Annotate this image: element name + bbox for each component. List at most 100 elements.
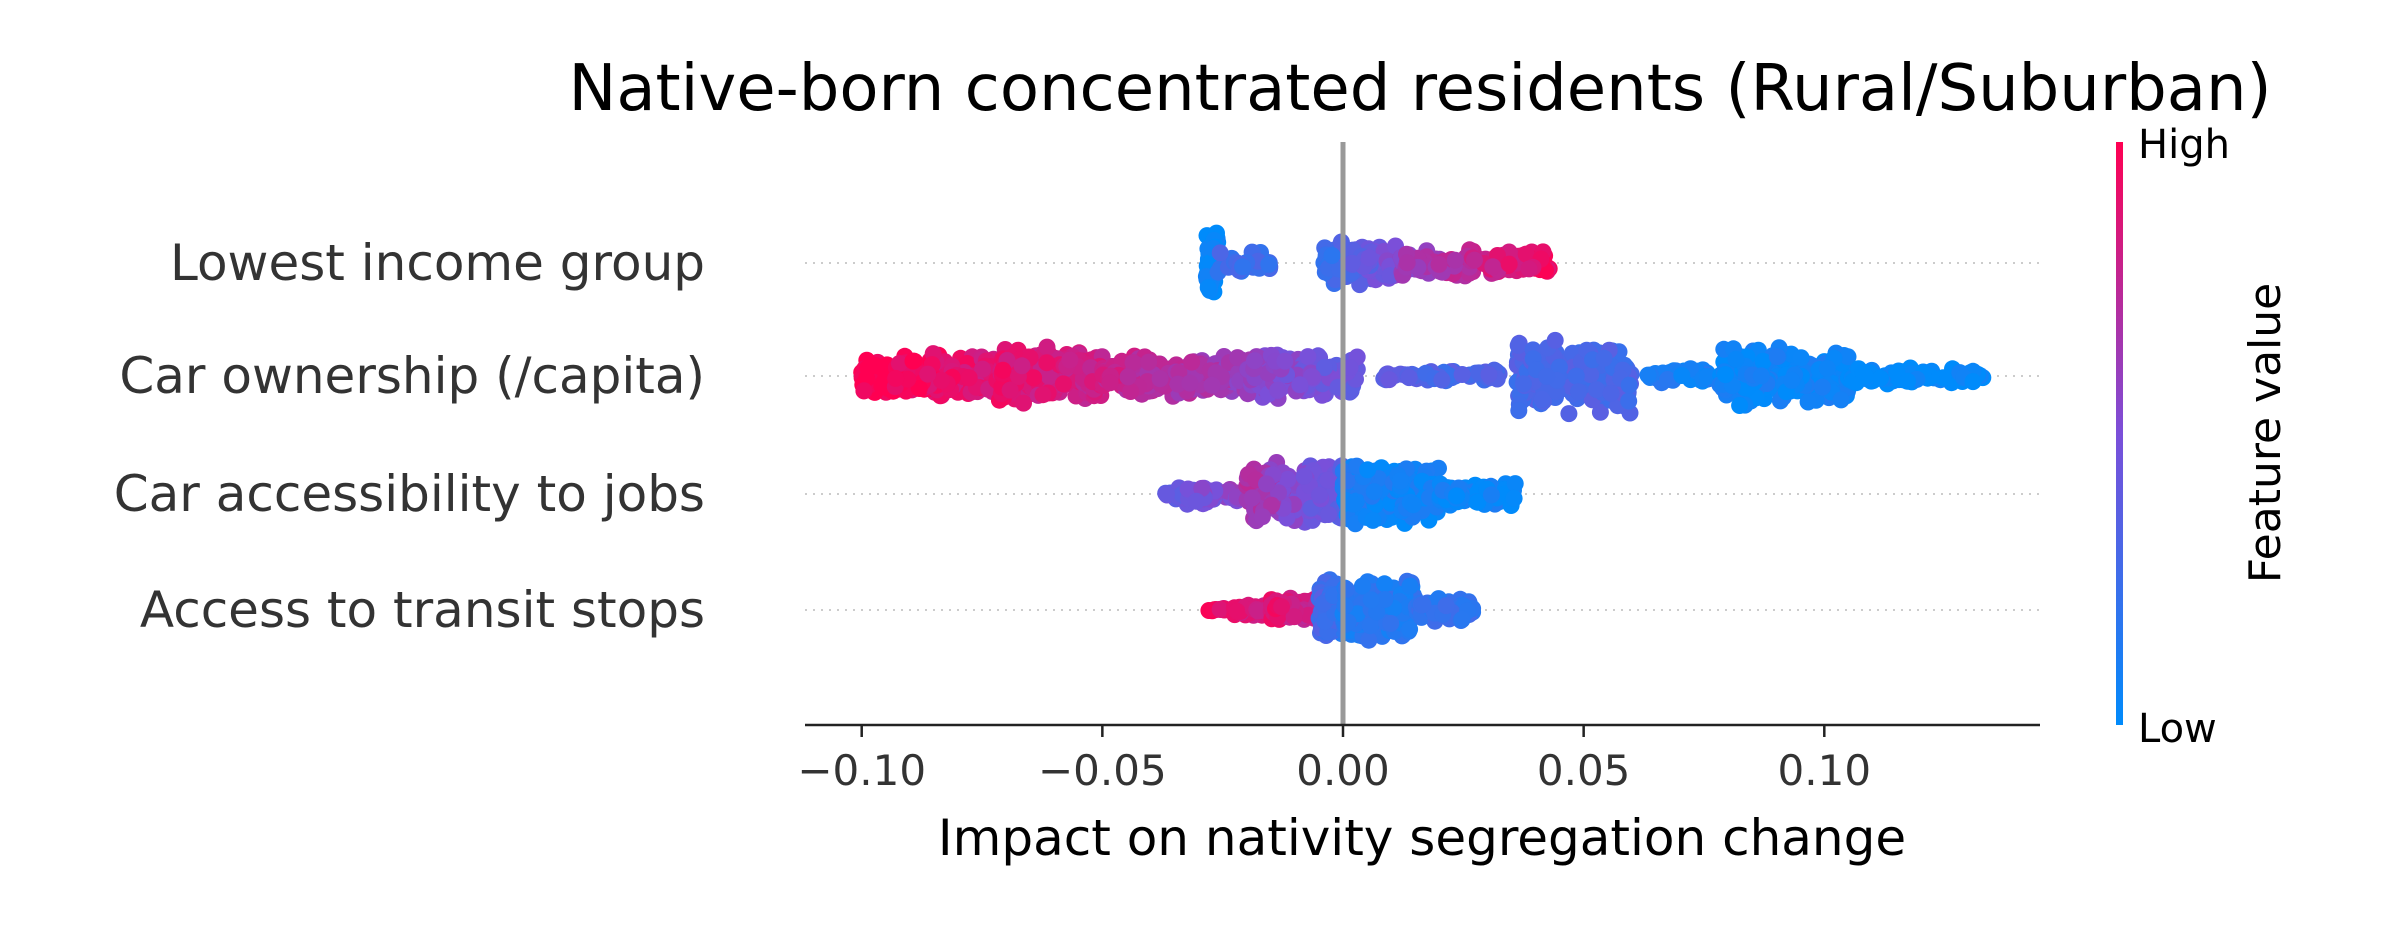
shap-point xyxy=(1813,378,1831,396)
shap-point xyxy=(1673,367,1691,384)
shap-point xyxy=(1343,254,1361,272)
shap-point xyxy=(994,361,1012,379)
feature-label: Car ownership (/capita) xyxy=(119,347,705,405)
x-tick-label: 0.00 xyxy=(1296,746,1390,795)
shap-point xyxy=(1269,381,1287,399)
shap-point xyxy=(1398,254,1416,272)
shap-point xyxy=(1768,348,1786,366)
shap-point xyxy=(1124,354,1142,372)
shap-point xyxy=(1179,480,1197,498)
shap-point xyxy=(1188,492,1205,510)
shap-point xyxy=(1799,393,1817,411)
shap-point xyxy=(1550,358,1568,376)
shap-point xyxy=(1433,371,1451,389)
shap-point xyxy=(1040,368,1058,386)
shap-point xyxy=(1122,383,1140,400)
shap-point xyxy=(933,372,950,389)
shap-point xyxy=(1533,391,1551,408)
shap-point xyxy=(1183,353,1201,371)
colorbar-high-label: High xyxy=(2138,122,2230,168)
shap-point xyxy=(1243,489,1261,507)
feature-label: Lowest income group xyxy=(170,234,705,292)
shap-point xyxy=(1279,470,1297,488)
shap-point xyxy=(960,369,978,387)
shap-point xyxy=(1639,366,1657,384)
shap-point xyxy=(1430,255,1448,273)
x-tick-label: −0.05 xyxy=(1038,746,1167,795)
shap-point xyxy=(1345,495,1363,513)
shap-point xyxy=(1234,258,1252,276)
feature-guide-lines xyxy=(805,262,2040,611)
shap-point xyxy=(1567,367,1585,385)
shap-point xyxy=(1119,368,1137,386)
shap-point xyxy=(1792,349,1810,367)
shap-point xyxy=(899,370,917,388)
shap-point xyxy=(1228,603,1246,620)
shap-point xyxy=(1560,405,1578,423)
shap-point xyxy=(1446,251,1464,269)
shap-point xyxy=(890,355,908,372)
shap-point xyxy=(1854,363,1872,381)
shap-point xyxy=(1505,489,1523,507)
shap-point xyxy=(1061,351,1079,369)
shap-point xyxy=(1015,394,1032,412)
shap-point xyxy=(1038,354,1056,372)
shap-point xyxy=(1362,591,1380,609)
shap-point xyxy=(1038,338,1056,356)
shap-point xyxy=(1253,508,1271,526)
shap-point xyxy=(1365,483,1383,501)
shap-point xyxy=(1382,614,1400,632)
shap-point xyxy=(910,380,928,397)
shap-point xyxy=(1316,359,1333,376)
shap-point xyxy=(1299,348,1317,366)
shap-point xyxy=(1517,245,1535,263)
shap-point xyxy=(1466,251,1483,269)
shap-point xyxy=(1276,352,1294,370)
shap-point xyxy=(1453,366,1471,383)
shap-point xyxy=(1546,331,1564,349)
shap-point xyxy=(1731,397,1749,414)
colorbar xyxy=(2116,142,2123,725)
shap-point xyxy=(1025,369,1043,387)
shap-point xyxy=(1404,496,1422,514)
shap-point xyxy=(1480,366,1498,383)
shap-point xyxy=(866,357,884,374)
shap-point xyxy=(1620,392,1638,410)
shap-point xyxy=(1199,279,1217,297)
shap-point xyxy=(1311,486,1328,504)
shap-point xyxy=(1360,631,1378,649)
shap-point xyxy=(1260,255,1278,273)
x-axis-label: Impact on nativity segregation change xyxy=(938,809,1906,867)
chart-title: Native-born concentrated residents (Rura… xyxy=(568,52,2271,126)
shap-point xyxy=(1839,348,1857,366)
shap-point xyxy=(1364,511,1382,529)
colorbar-low-label: Low xyxy=(2138,706,2217,752)
shap-point xyxy=(1588,381,1606,399)
shap-point xyxy=(1361,617,1379,635)
shap-point xyxy=(1752,367,1770,385)
colorbar-title: Feature value xyxy=(2240,283,2291,583)
shap-point xyxy=(1249,602,1267,620)
shap-point xyxy=(1140,353,1158,371)
shap-point xyxy=(1510,402,1528,420)
shap-point xyxy=(1934,369,1952,387)
shap-points xyxy=(853,224,1992,649)
shap-point xyxy=(1258,475,1275,493)
shap-point xyxy=(1448,487,1466,505)
shap-point xyxy=(1659,371,1676,388)
shap-point xyxy=(1341,359,1359,377)
shap-point xyxy=(1400,369,1418,387)
shap-point xyxy=(1270,484,1287,502)
shap-point xyxy=(1376,591,1394,608)
shap-point xyxy=(1285,608,1303,626)
shap-point xyxy=(1783,371,1801,389)
shap-point xyxy=(1273,598,1290,616)
shap-point xyxy=(1964,373,1982,391)
shap-point xyxy=(1509,337,1527,354)
shap-point xyxy=(1001,381,1019,399)
shap-point xyxy=(1295,467,1313,485)
shap-point xyxy=(1453,611,1471,629)
shap-point xyxy=(1320,506,1338,523)
shap-point xyxy=(855,382,873,400)
